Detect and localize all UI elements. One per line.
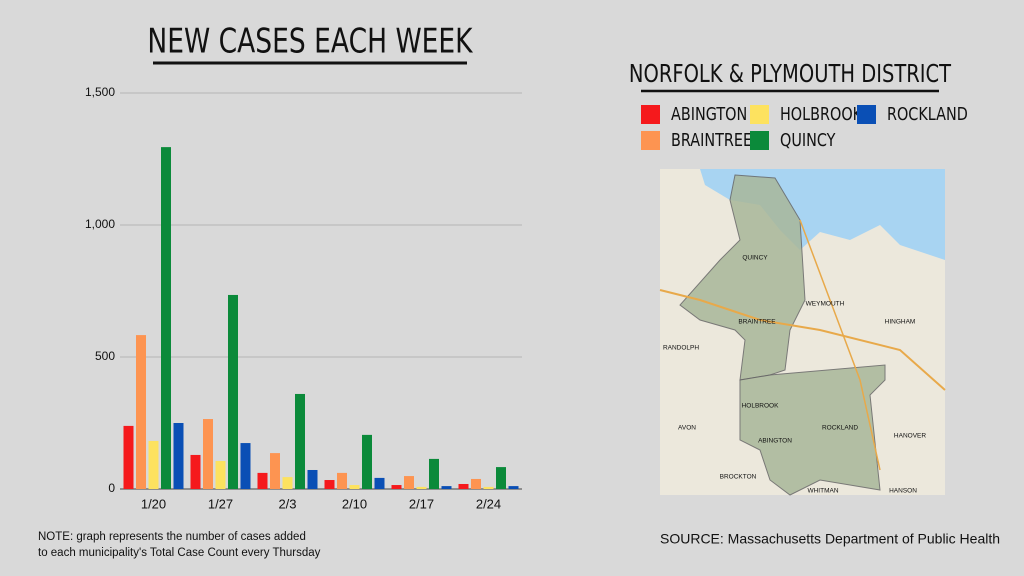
legend-swatch [750,105,769,124]
legend-title: NORFOLK & PLYMOUTH DISTRICT [629,60,951,89]
bar [270,453,280,489]
bar [483,486,494,489]
legend-label: ROCKLAND [887,103,968,124]
map-road [659,289,946,391]
x-tick-label: 2/24 [476,496,501,511]
legend-label: BRAINTREE [671,129,752,150]
map-district-north [679,174,806,381]
bar [282,477,293,489]
bar [190,454,201,489]
bar [429,458,439,489]
bar [228,294,238,489]
bar [508,486,519,489]
legend-swatch [641,105,660,124]
map-label: AVON [678,425,696,432]
bar [362,434,372,489]
map-label: BRAINTREE [738,319,776,326]
bar [240,443,251,489]
map-label: WHITMAN [807,488,838,495]
bar [148,440,159,489]
x-tick-label: 2/10 [342,496,367,511]
map-label: WEYMOUTH [806,301,845,308]
map-label: HOLBROOK [742,403,780,410]
x-tick-label: 2/17 [409,496,434,511]
legend-swatch [857,105,876,124]
map-label: RANDOLPH [663,345,699,352]
map-label: ROCKLAND [822,425,858,432]
map: QUINCY WEYMOUTH BRAINTREE HINGHAM RANDOLPH HO… [659,169,946,496]
bar [203,419,213,489]
map-label: HINGHAM [885,319,916,326]
map-label: QUINCY [742,255,768,262]
bar [496,467,506,489]
map-label: HANSON [889,488,917,495]
bar [337,472,347,489]
chart-title: NEW CASES EACH WEEK [147,22,473,61]
bar [416,486,427,489]
legend-swatch [750,131,769,150]
y-tick-label: 1,000 [85,217,115,231]
legend-swatch [641,131,660,150]
legend-label: HOLBROOK [780,103,863,124]
legend-label: QUINCY [780,129,835,150]
map-label: HANOVER [894,433,926,440]
y-tick-label: 500 [95,349,115,363]
bar [161,147,171,489]
bar [404,476,414,489]
map-label: BROCKTON [720,474,757,481]
bar [349,485,360,489]
y-tick-label: 0 [108,481,115,495]
x-tick-label: 2/3 [278,496,296,511]
map-label: ABINGTON [758,438,792,445]
bar [441,486,452,489]
bar [173,423,184,489]
source: SOURCE: Massachusetts Department of Publ… [660,531,1000,547]
bar [391,485,402,489]
bar [458,483,469,489]
map-district-south [739,364,886,496]
map-road [799,219,881,471]
bar [307,469,318,489]
x-tick-label: 1/27 [208,496,233,511]
x-tick-label: 1/20 [141,496,166,511]
bar [324,480,335,489]
bar [471,478,481,489]
legend-label: ABINGTON [671,103,747,124]
bar [257,472,268,489]
bar [136,335,146,489]
bar [215,461,226,489]
note: NOTE: graph represents the number of cas… [38,531,321,559]
y-tick-label: 1,500 [85,85,115,99]
bar [374,477,385,489]
bar [123,425,134,489]
bar [295,393,305,489]
